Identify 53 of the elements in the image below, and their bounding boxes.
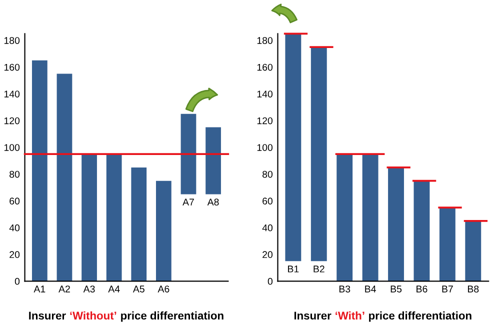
x-tick-label: B6 [416, 286, 428, 292]
x-tick-label: A8 [207, 198, 219, 206]
y-tick-label: 120 [4, 117, 20, 124]
text: Insurer ‘With’ price differentiation [294, 311, 472, 322]
y-tick-label: 180 [257, 37, 273, 44]
bar [106, 154, 122, 282]
y-tick-label: 120 [257, 117, 273, 124]
x-tick-label: B2 [314, 266, 324, 272]
x-tick-label: A4 [108, 286, 120, 292]
y-tick-label: 40 [9, 224, 20, 232]
y-tick-label: 160 [4, 64, 20, 71]
x-tick-label: A5 [132, 286, 144, 292]
bar [131, 167, 147, 282]
bar [362, 154, 378, 282]
bar [82, 154, 97, 282]
x-tick-label: A1 [34, 286, 46, 292]
bar [32, 60, 48, 282]
x-tick-label: B4 [365, 286, 376, 292]
bar [310, 47, 327, 262]
x-tick-label: A7 [182, 198, 194, 206]
y-tick-label: 180 [4, 37, 20, 44]
x-tick-label: B5 [390, 286, 402, 292]
y-tick-label: 160 [257, 64, 273, 71]
text: Insurer ‘Without’ price differentiation [29, 311, 224, 322]
bar [206, 127, 221, 194]
y-tick-label: 0 [14, 278, 20, 285]
bar [56, 74, 72, 282]
y-tick-label: 80 [10, 170, 20, 178]
y-tick-label: 100 [4, 144, 20, 151]
x-tick-label: A2 [58, 286, 70, 292]
y-tick-label: 100 [257, 144, 273, 151]
y-tick-label: 140 [257, 90, 273, 98]
y-tick-label: 60 [10, 198, 20, 205]
bar [336, 154, 353, 282]
x-tick-label: A6 [158, 286, 170, 292]
x-tick-label: A3 [83, 286, 95, 292]
x-tick-label: B7 [442, 286, 453, 292]
bar [388, 167, 404, 282]
x-tick-label: B3 [339, 286, 350, 292]
y-tick-label: 20 [10, 251, 20, 258]
y-tick-label: 60 [262, 198, 273, 205]
bar [465, 220, 482, 282]
bar [439, 208, 456, 282]
bar [156, 180, 172, 282]
y-tick-label: 40 [262, 224, 273, 232]
y-tick-label: 80 [262, 170, 273, 178]
x-tick-label: B1 [288, 266, 299, 272]
bar [414, 180, 430, 282]
y-tick-label: 140 [4, 90, 20, 98]
y-tick-label: 20 [262, 251, 273, 258]
bar [285, 34, 302, 262]
y-tick-label: 0 [268, 278, 273, 285]
x-tick-label: B8 [468, 286, 479, 292]
